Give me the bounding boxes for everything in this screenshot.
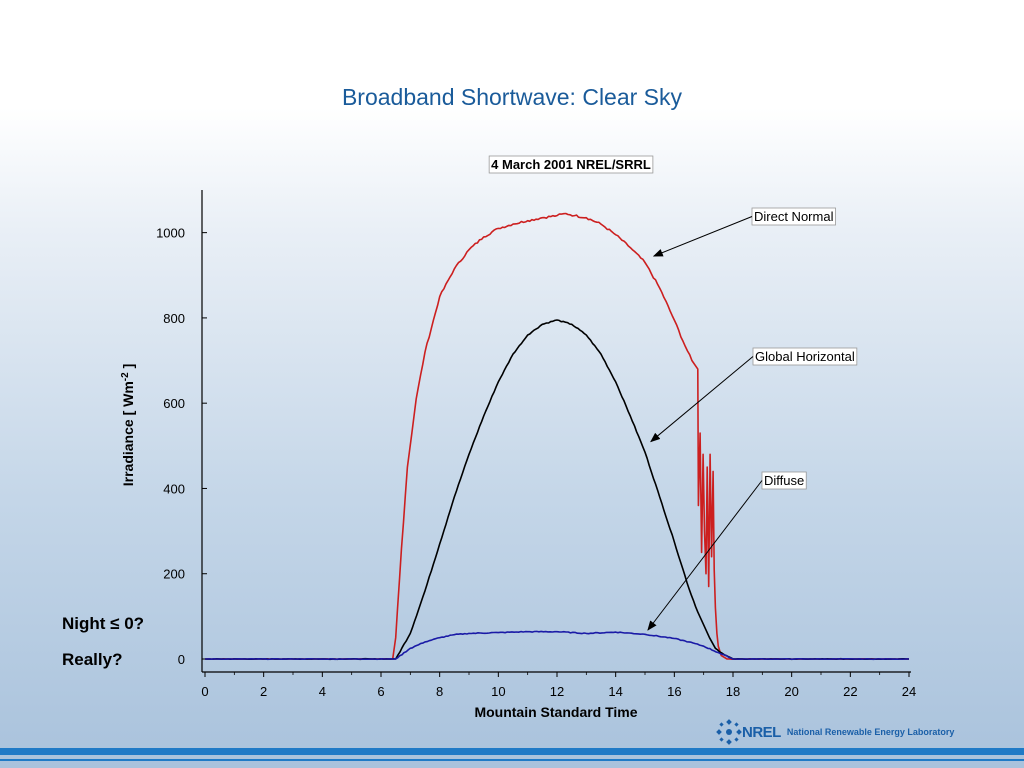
x-tick-label: 22 [843,684,857,699]
x-tick-label: 18 [726,684,740,699]
x-axis-label: Mountain Standard Time [474,704,637,720]
y-tick-label: 0 [178,652,185,667]
annotation-arrow [652,216,753,257]
x-tick-label: 10 [491,684,505,699]
annotation-label-diffuse: Diffuse [764,473,804,488]
slide-title: Broadband Shortwave: Clear Sky [341,84,683,110]
y-axis-label-tail: ] [120,364,136,373]
series-line-diffuse [205,630,910,661]
series-line-global-horizontal [204,319,909,661]
y-tick-label: 400 [163,481,185,496]
x-tick-label: 16 [667,684,681,699]
x-tick-label: 2 [260,684,267,699]
x-tick-label: 0 [201,684,208,699]
footer-bar [0,748,1024,755]
footer-line [0,759,1024,761]
really-question-note: Really? [62,650,123,669]
y-axis-label-superscript: -2 [120,372,131,381]
series-line-direct-normal [205,212,910,660]
annotation-label-global-horizontal: Global Horizontal [755,349,855,364]
y-axis-label: Irradiance [ Wm-2 ] [120,364,137,487]
nrel-logo: NREL National Renewable Energy Laborator… [716,719,954,745]
annotation-label-direct-normal: Direct Normal [754,209,834,224]
y-tick-label: 800 [163,311,185,326]
y-tick-label: 200 [163,567,185,582]
x-tick-label: 4 [319,684,326,699]
annotation-arrow [647,480,763,631]
chart-title: 4 March 2001 NREL/SRRL [491,157,651,172]
x-tick-label: 6 [377,684,384,699]
chart-title-box [488,155,654,174]
y-tick-label: 600 [163,396,185,411]
nrel-logo-text: National Renewable Energy Laboratory [786,727,955,737]
nrel-sunburst-icon [716,719,742,745]
nrel-logo-mark: NREL [742,723,781,741]
y-axis-label-main: Irradiance [ Wm [120,381,136,486]
x-tick-label: 8 [436,684,443,699]
x-tick-label: 14 [608,684,622,699]
night-question-note: Night ≤ 0? [62,614,145,633]
x-tick-label: 12 [550,684,564,699]
x-tick-label: 20 [784,684,798,699]
annotation-arrow [650,356,754,443]
y-tick-label: 1000 [156,226,185,241]
x-tick-label: 24 [902,684,916,699]
